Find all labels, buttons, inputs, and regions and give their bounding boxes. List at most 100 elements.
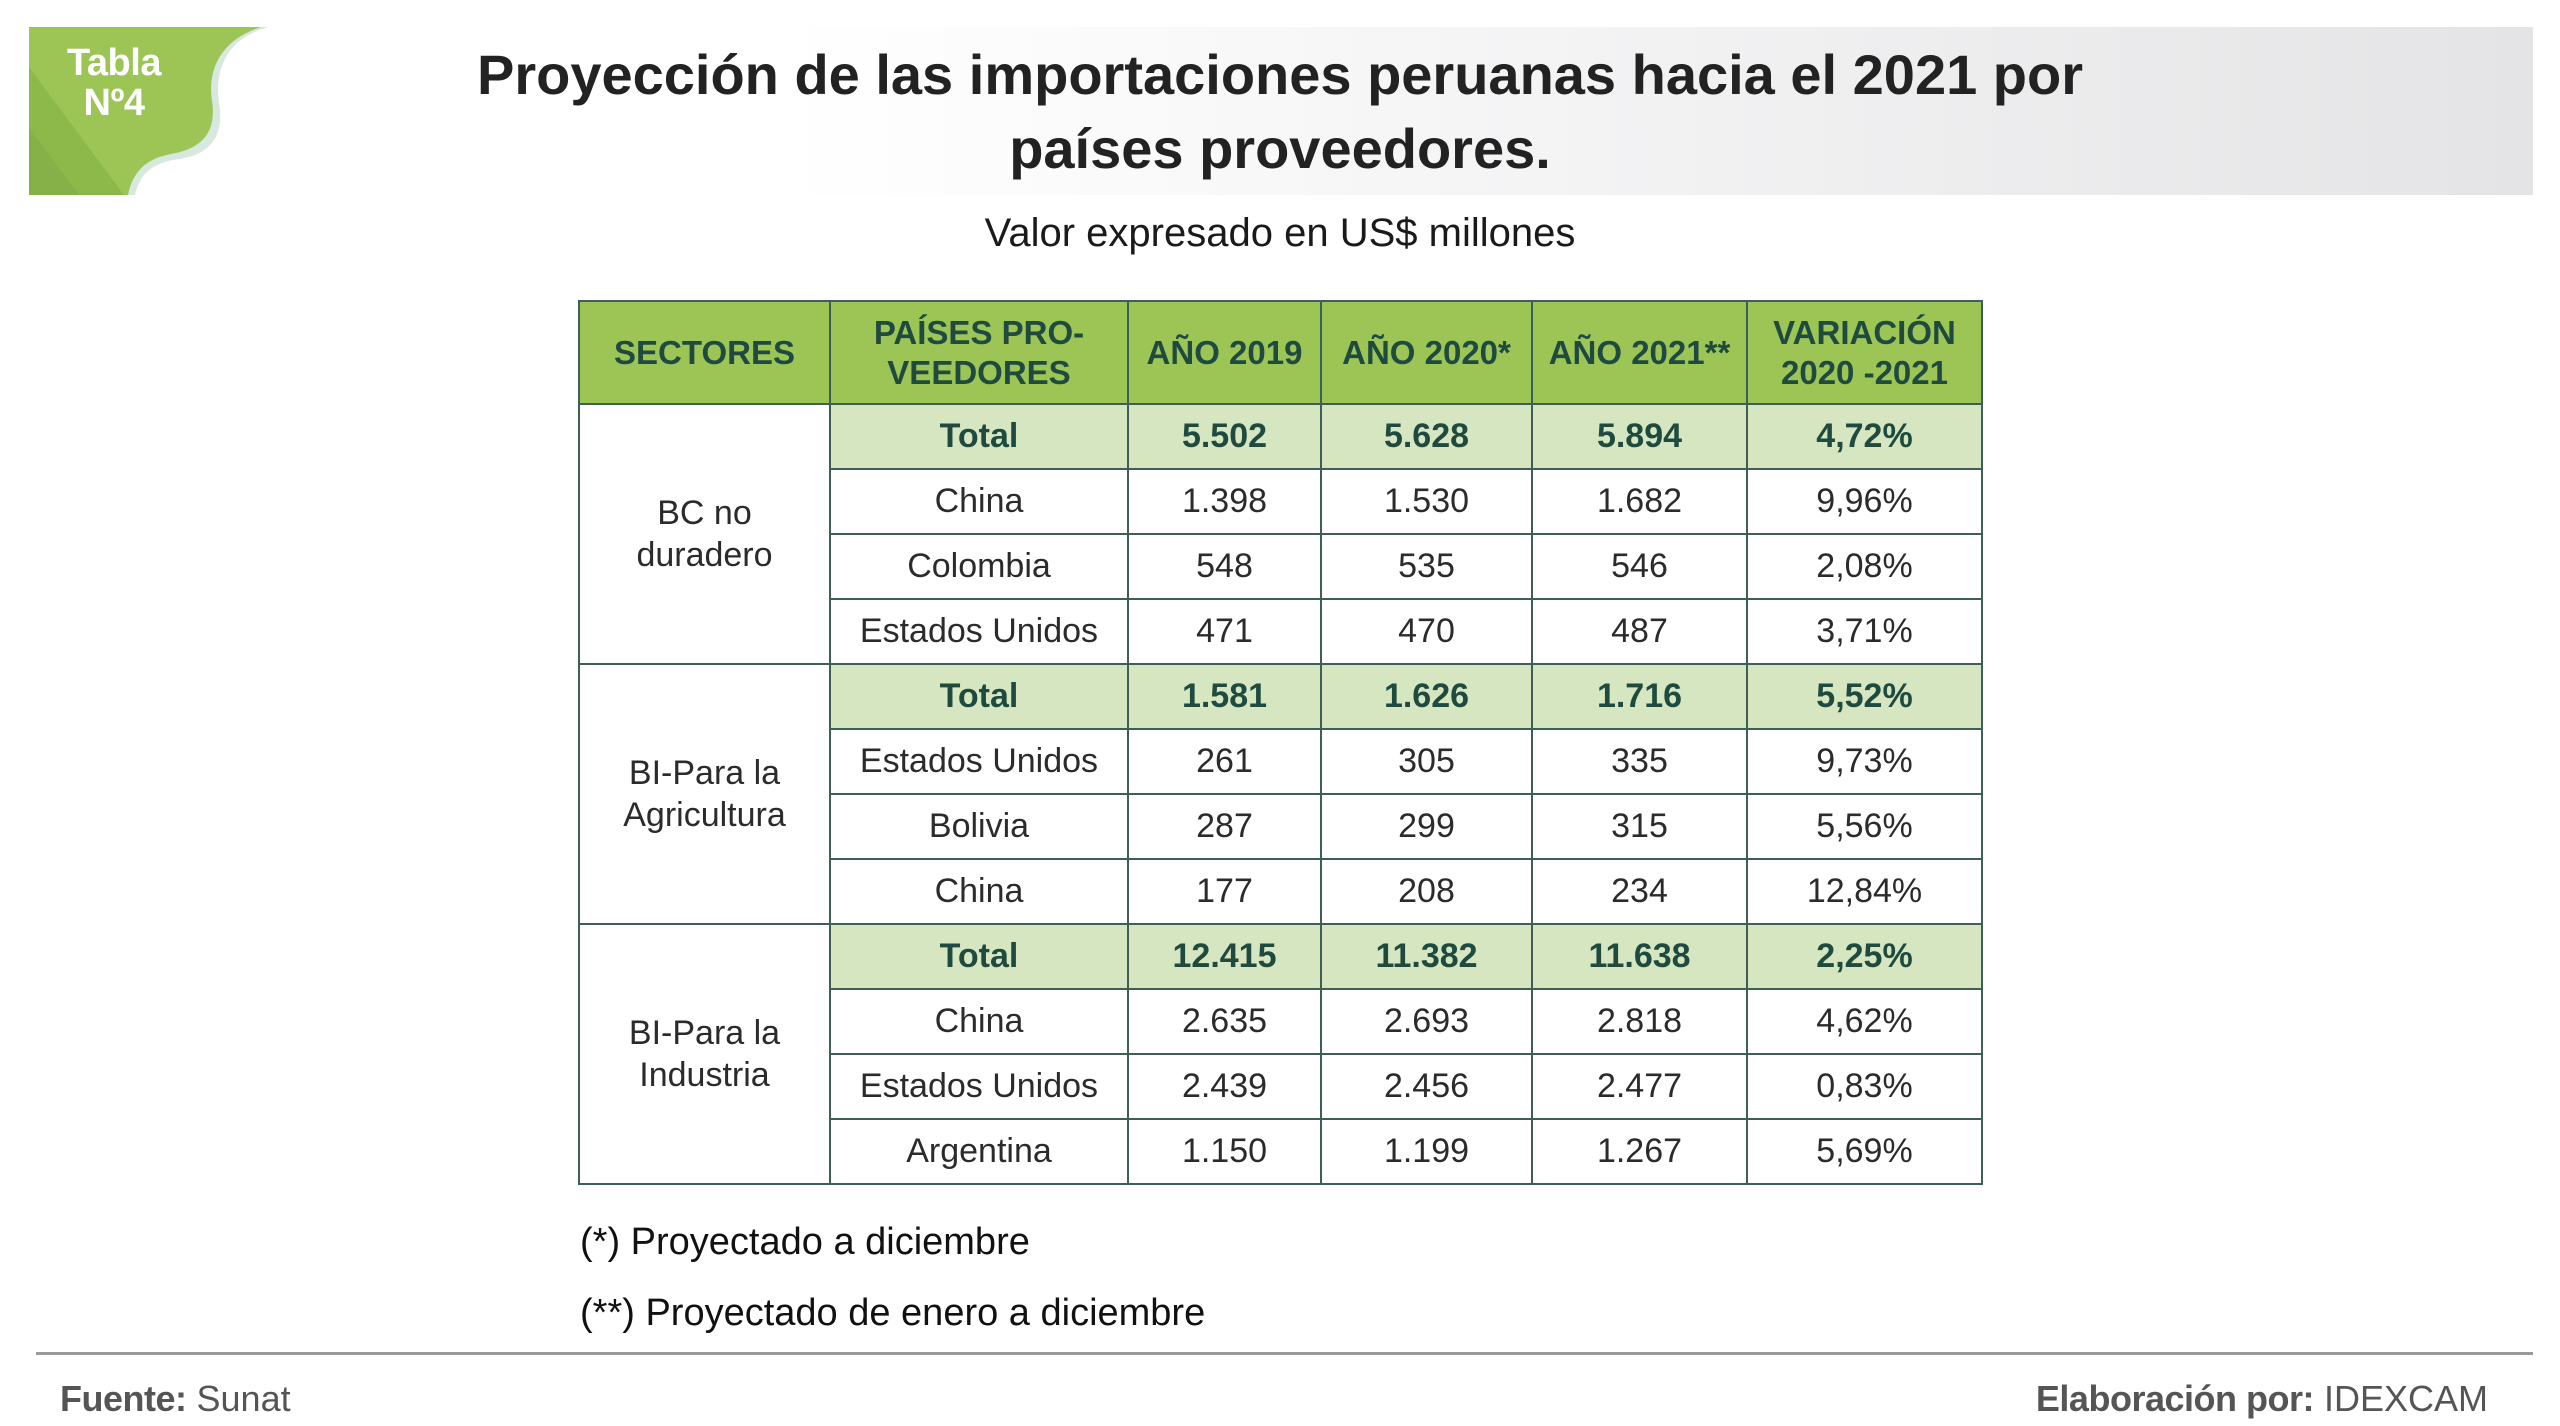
variation-cell: 9,73% <box>1746 728 1983 795</box>
title-line1: Proyección de las importaciones peruanas… <box>476 43 2083 106</box>
footnote-projected-jan-dec: (**) Proyectado de enero a diciembre <box>580 1292 1206 1334</box>
year-2021-cell: 546 <box>1531 533 1748 600</box>
sector-label: BI-Para la <box>628 1014 781 1052</box>
year-2021-cell: 2.477 <box>1531 1053 1748 1120</box>
variation-cell: 2,08% <box>1746 533 1983 600</box>
total-row: BI-Para la Agricultura Total 1.581 1.626 1.71… <box>578 663 1983 925</box>
column-header-line1: AÑO 2020* <box>1342 333 1511 371</box>
year-2021-cell: 5.894 <box>1531 403 1748 470</box>
year-2021-cell: 1.716 <box>1531 663 1748 730</box>
country-cell: China <box>829 858 1129 925</box>
year-2020-cell: 1.530 <box>1320 468 1533 535</box>
column-header: AÑO 2019 <box>1127 300 1322 405</box>
sector-cell: BI-Para la Industria <box>578 923 831 1185</box>
page-subtitle: Valor expresado en US$ millones <box>984 211 1576 255</box>
table-header-row: SECTORES PAÍSES PRO- VEEDORES AÑO 2019 AÑO 2… <box>578 300 1983 405</box>
column-header-line1: PAÍSES PRO- <box>873 313 1085 351</box>
column-header-line1: SECTORES <box>614 333 795 371</box>
year-2020-cell: 2.456 <box>1320 1053 1533 1120</box>
year-2020-cell: 1.626 <box>1320 663 1533 730</box>
country-cell: China <box>829 988 1129 1055</box>
source-value: Sunat <box>196 1378 291 1419</box>
table-row: Estados Unidos 2.439 2.456 2.477 0,83% <box>579 1053 1983 1120</box>
table-row: China 2.635 2.693 2.818 4,62% <box>579 988 1983 1055</box>
footer-divider <box>36 1352 2533 1355</box>
badge-line2: Nº4 <box>83 82 145 124</box>
country-cell: Total <box>829 923 1129 990</box>
sector-label: duradero <box>636 536 773 574</box>
variation-cell: 4,72% <box>1746 403 1983 470</box>
column-header-line1: AÑO 2019 <box>1146 333 1303 371</box>
author-credit: Elaboración por: IDEXCAM <box>2036 1377 2488 1421</box>
year-2019-cell: 471 <box>1127 598 1322 665</box>
country-cell: Total <box>829 663 1129 730</box>
title-line2: países proveedores. <box>1009 117 1551 180</box>
country-cell: Estados Unidos <box>829 728 1129 795</box>
column-header: PAÍSES PRO- VEEDORES <box>829 300 1129 405</box>
column-header-line1: AÑO 2021** <box>1548 333 1731 371</box>
year-2020-cell: 11.382 <box>1320 923 1533 990</box>
country-cell: China <box>829 468 1129 535</box>
total-row: BC no duradero Total 5.502 5.628 5.894 4,72% <box>578 403 1983 665</box>
year-2019-cell: 548 <box>1127 533 1322 600</box>
variation-cell: 12,84% <box>1746 858 1983 925</box>
variation-cell: 2,25% <box>1746 923 1983 990</box>
year-2019-cell: 1.581 <box>1127 663 1322 730</box>
year-2021-cell: 2.818 <box>1531 988 1748 1055</box>
year-2020-cell: 5.628 <box>1320 403 1533 470</box>
country-cell: Estados Unidos <box>829 598 1129 665</box>
year-2019-cell: 1.398 <box>1127 468 1322 535</box>
column-header: VARIACIÓN 2020 -2021 <box>1746 300 1983 405</box>
credit-label: Elaboración por: <box>2035 1378 2315 1419</box>
country-cell: Colombia <box>829 533 1129 600</box>
footnote-projected-december: (*) Proyectado a diciembre <box>580 1221 1030 1263</box>
source-label: Fuente: <box>60 1378 187 1419</box>
variation-cell: 3,71% <box>1746 598 1983 665</box>
header-band <box>29 27 2533 195</box>
country-cell: Estados Unidos <box>829 1053 1129 1120</box>
table-row: Estados Unidos 471 470 487 3,71% <box>579 598 1983 665</box>
sector-label: Agricultura <box>623 796 786 834</box>
table-row: Estados Unidos 261 305 335 9,73% <box>579 728 1983 795</box>
sector-label: BC no <box>657 494 752 532</box>
year-2019-cell: 2.439 <box>1127 1053 1322 1120</box>
table-row: Bolivia 287 299 315 5,56% <box>579 793 1983 860</box>
year-2020-cell: 470 <box>1320 598 1533 665</box>
source-credit: Fuente: Sunat <box>60 1377 291 1421</box>
year-2020-cell: 535 <box>1320 533 1533 600</box>
imports-table: SECTORES PAÍSES PRO- VEEDORES AÑO 2019 AÑO 2… <box>578 300 1983 1185</box>
year-2019-cell: 12.415 <box>1127 923 1322 990</box>
table-row: China 177 208 234 12,84% <box>579 858 1983 925</box>
variation-cell: 5,69% <box>1746 1118 1983 1185</box>
variation-cell: 9,96% <box>1746 468 1983 535</box>
table-body: BC no duradero Total 5.502 5.628 5.894 4,72% Ch… <box>578 403 1983 1185</box>
year-2021-cell: 1.682 <box>1531 468 1748 535</box>
badge-wave-shape <box>29 27 269 195</box>
year-2020-cell: 299 <box>1320 793 1533 860</box>
year-2020-cell: 208 <box>1320 858 1533 925</box>
table-number-badge: Tabla Nº4 <box>29 27 269 195</box>
column-header-line2: 2020 -2021 <box>1781 353 1948 391</box>
total-row: BI-Para la Industria Total 12.415 11.382 11.6… <box>578 923 1983 1185</box>
year-2020-cell: 1.199 <box>1320 1118 1533 1185</box>
column-header: AÑO 2020* <box>1320 300 1533 405</box>
column-header: SECTORES <box>578 300 831 405</box>
table-row: Argentina 1.150 1.199 1.267 5,69% <box>579 1118 1983 1185</box>
sector-cell: BI-Para la Agricultura <box>578 663 831 925</box>
table-row: Colombia 548 535 546 2,08% <box>579 533 1983 600</box>
year-2021-cell: 1.267 <box>1531 1118 1748 1185</box>
year-2020-cell: 305 <box>1320 728 1533 795</box>
table-row: China 1.398 1.530 1.682 9,96% <box>579 468 1983 535</box>
page-title: Proyección de las importaciones peruanas… <box>380 38 2180 186</box>
sector-label: BI-Para la <box>628 754 781 792</box>
variation-cell: 4,62% <box>1746 988 1983 1055</box>
year-2021-cell: 315 <box>1531 793 1748 860</box>
year-2019-cell: 287 <box>1127 793 1322 860</box>
year-2019-cell: 2.635 <box>1127 988 1322 1055</box>
year-2021-cell: 234 <box>1531 858 1748 925</box>
column-header-line1: VARIACIÓN <box>1773 313 1956 351</box>
year-2019-cell: 5.502 <box>1127 403 1322 470</box>
year-2020-cell: 2.693 <box>1320 988 1533 1055</box>
variation-cell: 0,83% <box>1746 1053 1983 1120</box>
credit-value: IDEXCAM <box>2323 1378 2488 1419</box>
